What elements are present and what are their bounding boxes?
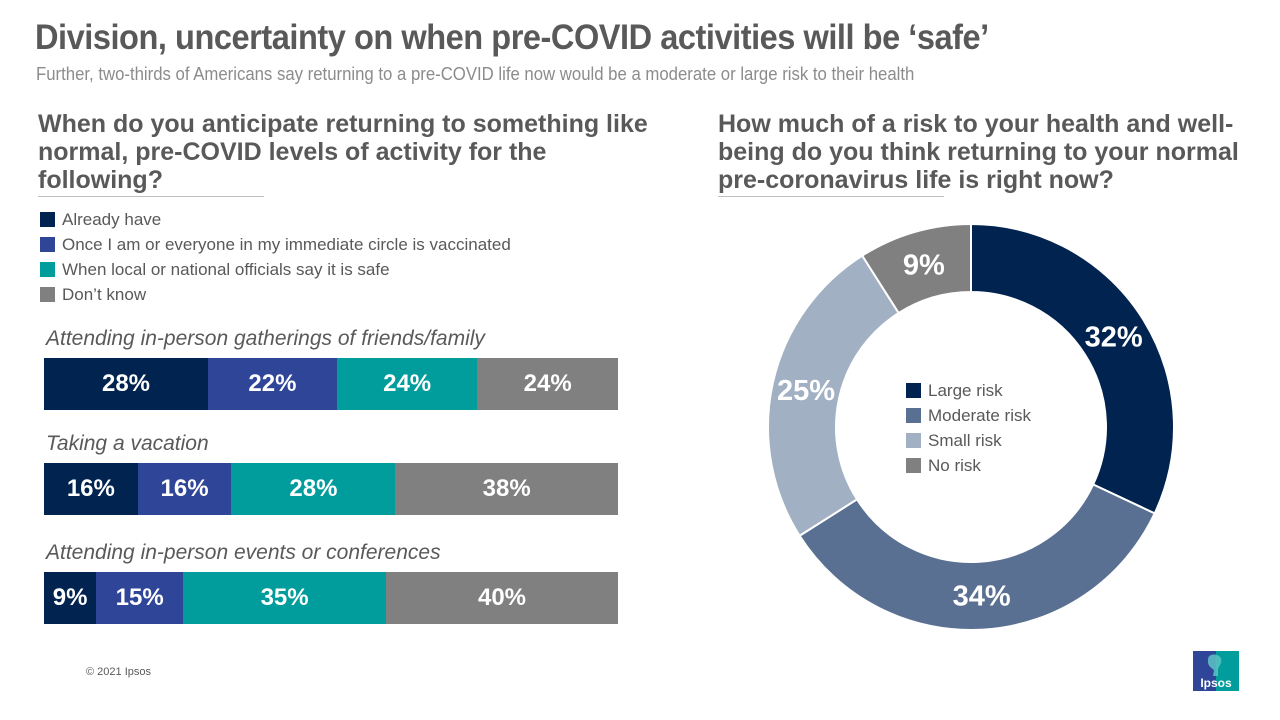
legend-swatch — [906, 433, 921, 448]
legend-label: No risk — [928, 455, 981, 475]
page-title: Division, uncertainty on when pre-COVID … — [35, 18, 989, 57]
legend-swatch — [40, 262, 55, 277]
segment-already-have: 9% — [44, 572, 97, 624]
divider — [718, 196, 944, 197]
legend-item-large-risk: Large risk — [906, 378, 1031, 403]
legend-swatch — [906, 408, 921, 423]
data-label: 22% — [248, 370, 297, 397]
segment-vaccinated: 15% — [96, 572, 184, 624]
category-label: Taking a vacation — [46, 432, 209, 455]
copyright: © 2021 Ipsos — [86, 666, 151, 678]
bar-chart-legend: Already have Once I am or everyone in my… — [40, 207, 511, 307]
category-label: Attending in-person events or conference… — [46, 541, 441, 564]
data-label: 28% — [289, 475, 338, 502]
data-label: 40% — [477, 584, 527, 611]
legend-swatch — [906, 458, 921, 473]
legend-item-dont-know: Don’t know — [40, 282, 511, 307]
stacked-bar-events: 9% 15% 35% 40% — [44, 572, 618, 624]
legend-item-small-risk: Small risk — [906, 428, 1031, 453]
legend-label: Once I am or everyone in my immediate ci… — [62, 234, 511, 254]
divider — [38, 196, 264, 197]
legend-label: Don’t know — [62, 284, 147, 304]
segment-officials: 24% — [336, 358, 478, 410]
slice-label: 32% — [1085, 321, 1143, 353]
legend-label: Moderate risk — [928, 405, 1031, 425]
bar-chart-title: When do you anticipate returning to some… — [38, 110, 648, 194]
stacked-bar-gatherings: 28% 22% 24% 24% — [44, 358, 618, 410]
data-label: 9% — [52, 584, 88, 611]
segment-officials: 28% — [231, 463, 396, 515]
legend-item-vaccinated: Once I am or everyone in my immediate ci… — [40, 232, 511, 257]
donut-chart-title: How much of a risk to your health and we… — [718, 110, 1239, 194]
legend-item-already-have: Already have — [40, 207, 511, 232]
segment-vaccinated: 16% — [137, 463, 232, 515]
stacked-bar-vacation: 16% 16% 28% 38% — [44, 463, 618, 515]
slice-large-risk — [970, 222, 1175, 515]
segment-dont-know: 40% — [386, 572, 618, 624]
legend-swatch — [906, 383, 921, 398]
data-label: 28% — [101, 370, 151, 397]
legend-swatch — [40, 212, 55, 227]
category-label: Attending in-person gatherings of friend… — [46, 327, 485, 350]
legend-label: Small risk — [928, 430, 1002, 450]
slice-moderate-risk — [798, 483, 1157, 631]
legend-item-officials: When local or national officials say it … — [40, 257, 511, 282]
data-label: 38% — [482, 475, 531, 502]
ipsos-logo: Ipsos — [1193, 651, 1239, 691]
slice-label: 9% — [903, 250, 945, 282]
slice-no-risk — [860, 222, 972, 315]
legend-swatch — [40, 287, 55, 302]
segment-officials: 35% — [183, 572, 387, 624]
data-label: 15% — [115, 584, 164, 611]
segment-already-have: 16% — [44, 463, 138, 515]
logo-text: Ipsos — [1200, 676, 1232, 690]
data-label: 16% — [160, 475, 209, 502]
data-label: 24% — [383, 370, 432, 397]
data-label: 35% — [260, 584, 309, 611]
segment-already-have: 28% — [44, 358, 208, 410]
legend-label: Large risk — [928, 380, 1003, 400]
legend-label: Already have — [62, 209, 162, 229]
legend-item-moderate-risk: Moderate risk — [906, 403, 1031, 428]
legend-swatch — [40, 237, 55, 252]
slice-label: 34% — [953, 581, 1011, 613]
slice-label: 25% — [777, 375, 835, 407]
data-label: 16% — [66, 475, 115, 502]
segment-dont-know: 38% — [395, 463, 618, 515]
legend-item-no-risk: No risk — [906, 453, 1031, 478]
legend-label: When local or national officials say it … — [62, 259, 390, 279]
slice-small-risk — [767, 254, 901, 538]
donut-legend: Large risk Moderate risk Small risk No r… — [906, 378, 1031, 478]
segment-dont-know: 24% — [477, 358, 618, 410]
page-subtitle: Further, two-thirds of Americans say ret… — [36, 64, 915, 84]
segment-vaccinated: 22% — [208, 358, 337, 410]
data-label: 24% — [523, 370, 572, 397]
